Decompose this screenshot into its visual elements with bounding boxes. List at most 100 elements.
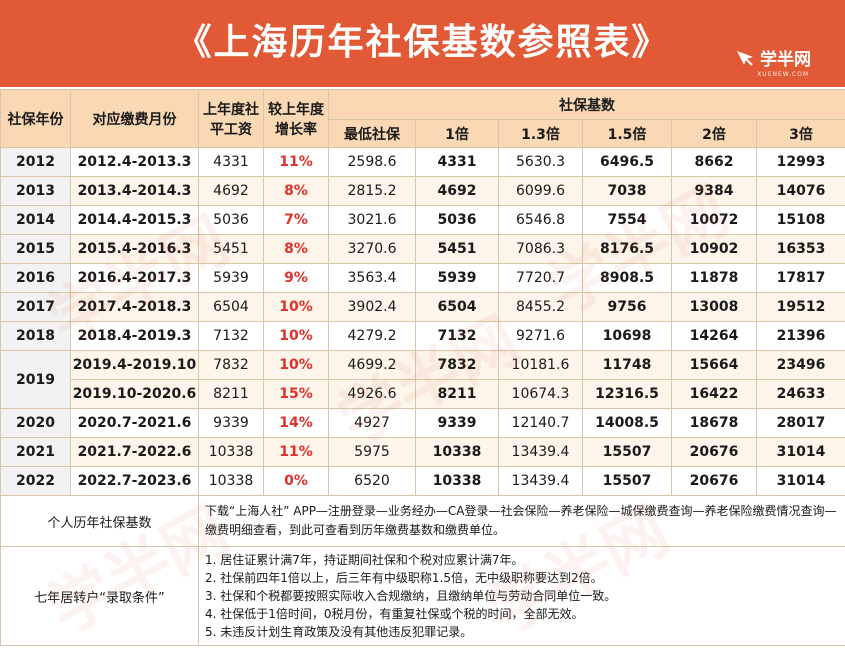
cell-2x: 20676 [671, 437, 757, 467]
cell-period: 2017.4-2018.3 [70, 292, 199, 322]
cell-2x: 10072 [671, 205, 757, 235]
header-1-3x: 1.3倍 [498, 119, 583, 148]
header-3x: 3倍 [756, 119, 845, 148]
cell-year: 2018 [0, 321, 71, 351]
table-row: 2019 2019.4-2019.10 7832 10% 4699.2 7832… [0, 350, 845, 409]
cell-2x: 9384 [671, 176, 757, 206]
cell-year: 2017 [0, 292, 71, 322]
cell-period: 2015.4-2016.3 [70, 234, 199, 264]
cell-1-3x: 13439.4 [498, 466, 583, 496]
cell-period: 2019.10-2020.6 [70, 379, 199, 409]
cell-growth: 10% [263, 292, 329, 322]
cell-1-5x: 7038 [582, 176, 672, 206]
cell-1x: 7132 [415, 321, 499, 351]
cell-min: 6520 [328, 466, 416, 496]
cell-1-3x: 10181.6 [498, 350, 583, 380]
condition-item: 2. 社保前四年1倍以上，后三年有中级职称1.5倍，无中级职称要达到2倍。 [205, 571, 603, 585]
cell-1-5x: 10698 [582, 321, 672, 351]
cell-wage: 7132 [198, 321, 264, 351]
cell-growth: 10% [263, 350, 329, 380]
cell-2x: 8662 [671, 147, 757, 177]
cell-1-3x: 7720.7 [498, 263, 583, 293]
cell-wage: 6504 [198, 292, 264, 322]
table-row: 2017 2017.4-2018.3 6504 10% 3902.4 6504 … [0, 292, 845, 322]
cell-period: 2014.4-2015.3 [70, 205, 199, 235]
cell-1-3x: 12140.7 [498, 408, 583, 438]
cell-3x: 23496 [756, 350, 845, 380]
cell-2x: 10902 [671, 234, 757, 264]
cell-growth: 10% [263, 321, 329, 351]
cell-3x: 19512 [756, 292, 845, 322]
cell-1-5x: 7554 [582, 205, 672, 235]
table-row: 2015 2015.4-2016.3 5451 8% 3270.6 5451 7… [0, 234, 845, 264]
table-row: 2021 2021.7-2022.6 10338 11% 5975 10338 … [0, 437, 845, 467]
cell-min: 4926.6 [328, 379, 416, 409]
header-1x: 1倍 [415, 119, 499, 148]
cell-wage: 4692 [198, 176, 264, 206]
cell-growth: 7% [263, 205, 329, 235]
cell-period: 2013.4-2014.3 [70, 176, 199, 206]
cell-year: 2015 [0, 234, 71, 264]
table-row: 2016 2016.4-2017.3 5939 9% 3563.4 5939 7… [0, 263, 845, 293]
cell-1-3x: 5630.3 [498, 147, 583, 177]
cell-1-5x: 14008.5 [582, 408, 672, 438]
cell-3x: 24633 [756, 379, 845, 409]
cell-1-3x: 8455.2 [498, 292, 583, 322]
cell-1-3x: 13439.4 [498, 437, 583, 467]
header-year: 社保年份 [0, 89, 71, 148]
cell-3x: 31014 [756, 437, 845, 467]
cell-growth: 8% [263, 234, 329, 264]
cell-year: 2020 [0, 408, 71, 438]
cell-min: 4927 [328, 408, 416, 438]
cell-wage: 7832 [198, 350, 264, 380]
cell-1-5x: 8908.5 [582, 263, 672, 293]
brand-sub: XUENEW.COM [757, 71, 809, 78]
cell-period: 2016.4-2017.3 [70, 263, 199, 293]
page-title: 《上海历年社保基数参照表》 [175, 22, 670, 63]
cell-1x: 4331 [415, 147, 499, 177]
cell-1-3x: 9271.6 [498, 321, 583, 351]
cell-1-5x: 15507 [582, 466, 672, 496]
cell-growth: 0% [263, 466, 329, 496]
cell-1-3x: 7086.3 [498, 234, 583, 264]
cell-year: 2022 [0, 466, 71, 496]
cell-3x: 14076 [756, 176, 845, 206]
cell-3x: 12993 [756, 147, 845, 177]
table-row: 2020 2020.7-2021.6 9339 14% 4927 9339 12… [0, 408, 845, 438]
cell-1-5x: 8176.5 [582, 234, 672, 264]
cell-3x: 17817 [756, 263, 845, 293]
cell-growth: 11% [263, 437, 329, 467]
conditions-row: 七年居转户“录取条件” 1. 居住证累计满7年，持证期间社保和个税对应累计满7年… [0, 546, 845, 646]
cell-1-3x: 6099.6 [498, 176, 583, 206]
cell-2x: 15664 [671, 350, 757, 380]
cell-1-5x: 6496.5 [582, 147, 672, 177]
cell-3x: 31014 [756, 466, 845, 496]
header-avg-wage: 上年度社平工资 [198, 89, 264, 148]
cell-2x: 13008 [671, 292, 757, 322]
table-row: 2012 2012.4-2013.3 4331 11% 2598.6 4331 … [0, 147, 845, 177]
brand-logo: 学半网 [734, 45, 811, 70]
brand-name: 学半网 [760, 50, 811, 70]
title-banner: 《上海历年社保基数参照表》 学半网 XUENEW.COM [0, 0, 845, 87]
header-growth: 较上年度增长率 [263, 89, 329, 148]
cell-1x: 5939 [415, 263, 499, 293]
cell-wage: 4331 [198, 147, 264, 177]
cell-year: 2012 [0, 147, 71, 177]
cell-min: 3902.4 [328, 292, 416, 322]
cell-wage: 10338 [198, 437, 264, 467]
cell-min: 2815.2 [328, 176, 416, 206]
cell-1x: 9339 [415, 408, 499, 438]
cell-3x: 16353 [756, 234, 845, 264]
brand-icon [737, 50, 753, 66]
conditions-label: 七年居转户“录取条件” [0, 546, 199, 646]
cell-wage: 5036 [198, 205, 264, 235]
condition-item: 4. 社保低于1倍时间，0税月份，有重复社保或个税的时间，全部无效。 [205, 607, 584, 621]
table-row: 2014 2014.4-2015.3 5036 7% 3021.6 5036 6… [0, 205, 845, 235]
personal-history-label: 个人历年社保基数 [0, 495, 199, 547]
cell-min: 3270.6 [328, 234, 416, 264]
condition-item: 3. 社保和个税都要按照实际收入合规缴纳，且缴纳单位与劳动合同单位一致。 [205, 589, 617, 603]
cell-1x: 5451 [415, 234, 499, 264]
cell-wage: 5451 [198, 234, 264, 264]
cell-min: 5975 [328, 437, 416, 467]
